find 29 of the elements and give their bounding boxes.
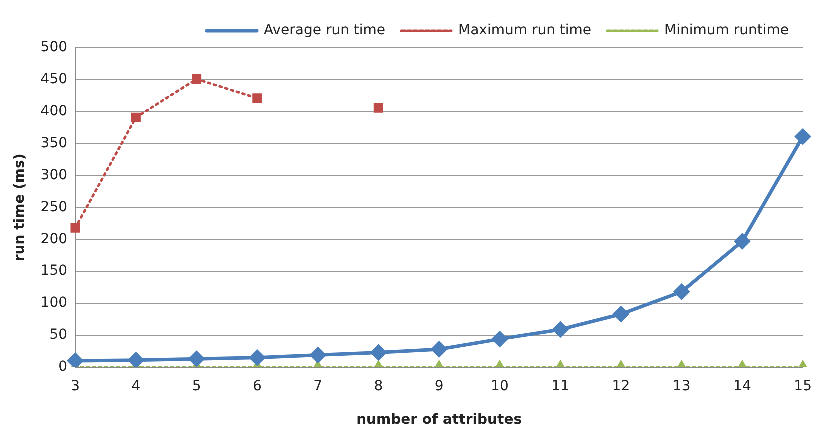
y-tick-label: 200 (40, 231, 68, 248)
y-tick-label: 250 (40, 199, 68, 216)
y-axis-title: run time (ms) (12, 154, 28, 262)
x-tick-label: 15 (794, 378, 812, 394)
legend-label: Average run time (264, 22, 386, 39)
y-tick-label: 0 (58, 359, 68, 376)
y-tick-label: 300 (40, 167, 68, 184)
y-tick-label: 50 (50, 327, 68, 344)
x-tick-label: 13 (672, 378, 691, 394)
x-tick-label: 8 (374, 378, 384, 394)
x-tick-label: 7 (314, 378, 323, 394)
x-tick-label: 4 (132, 378, 141, 394)
x-tick-label: 5 (192, 378, 202, 394)
y-tick-label: 450 (40, 72, 68, 88)
x-tick-label: 9 (434, 378, 444, 394)
legend-label: Minimum runtime (664, 22, 790, 39)
y-tick-label: 500 (40, 40, 68, 56)
x-axis-title: number of attributes (356, 412, 522, 428)
y-tick-label: 400 (40, 104, 68, 120)
y-tick-label: 150 (40, 263, 68, 280)
x-tick-label: 6 (252, 378, 262, 394)
y-tick-label: 350 (40, 135, 68, 152)
legend-label: Maximum run time (458, 22, 592, 39)
y-tick-label: 100 (40, 295, 68, 312)
x-tick-label: 10 (491, 378, 509, 394)
x-tick-label: 14 (734, 378, 752, 394)
x-tick-label: 12 (612, 378, 630, 394)
x-tick-label: 3 (71, 378, 80, 394)
x-tick-label: 11 (552, 378, 570, 394)
